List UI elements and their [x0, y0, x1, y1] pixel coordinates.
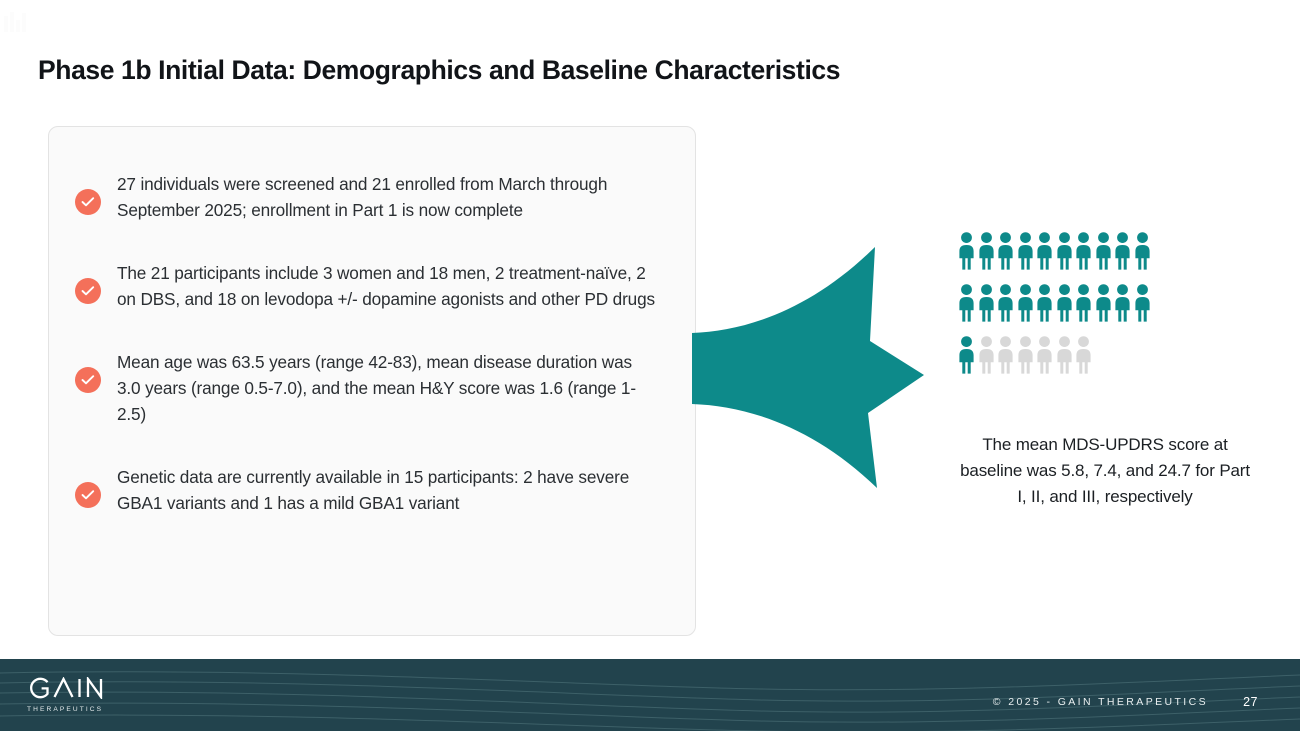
pictogram-figure-empty	[997, 336, 1014, 379]
list-item-text: The 21 participants include 3 women and …	[117, 263, 655, 309]
list-item: The 21 participants include 3 women and …	[75, 260, 663, 312]
pictogram-figure-filled	[1017, 232, 1034, 275]
logo-tagline: THERAPEUTICS	[27, 706, 104, 713]
pictogram-figure-filled	[978, 232, 995, 275]
pictogram-figure-filled	[1114, 284, 1131, 327]
footer-copyright: © 2025 - GAIN THERAPEUTICS	[992, 696, 1208, 708]
list-item: Mean age was 63.5 years (range 42-83), m…	[75, 349, 663, 427]
pictogram-figure-empty	[1036, 336, 1053, 379]
pictogram-figure-filled	[1017, 284, 1034, 327]
pictogram-figure-filled	[1036, 232, 1053, 275]
list-item: 27 individuals were screened and 21 enro…	[75, 171, 663, 223]
page-title: Phase 1b Initial Data: Demographics and …	[38, 55, 841, 85]
pictogram-figure-filled	[1056, 232, 1073, 275]
pictogram-figure-filled	[1134, 284, 1151, 327]
pictogram-figure-filled	[1095, 284, 1112, 327]
pictogram-figure-empty	[1056, 336, 1073, 379]
pictogram-figure-filled	[978, 284, 995, 327]
pictogram-figure-filled	[958, 284, 975, 327]
check-circle-icon	[75, 278, 101, 304]
pictogram-figure-empty	[1017, 336, 1034, 379]
pictogram-figure-filled	[997, 232, 1014, 275]
pictogram-figure-filled	[1095, 232, 1112, 275]
pictogram-figure-filled	[1134, 232, 1151, 275]
footer-bar	[0, 659, 1300, 731]
corner-watermark	[4, 8, 40, 32]
pictogram-row	[958, 336, 1158, 379]
pictogram-figure-empty	[1075, 336, 1092, 379]
check-circle-icon	[75, 367, 101, 393]
bullet-card: 27 individuals were screened and 21 enro…	[48, 126, 696, 636]
right-arrow-shape	[692, 245, 924, 490]
pictogram-figure-filled	[1056, 284, 1073, 327]
list-item-text: Mean age was 63.5 years (range 42-83), m…	[117, 352, 636, 424]
footer-wave-decoration	[0, 671, 1300, 731]
pictogram-caption: The mean MDS-UPDRS score at baseline was…	[960, 435, 1250, 506]
pictogram-figure-filled	[958, 232, 975, 275]
pictogram-figure-filled	[997, 284, 1014, 327]
pictogram-figure-filled	[1075, 284, 1092, 327]
check-circle-icon	[75, 482, 101, 508]
pictogram-figure-filled	[958, 336, 975, 379]
pictogram-figure-filled	[1036, 284, 1053, 327]
gain-therapeutics-logo: THERAPEUTICS	[27, 675, 119, 714]
pictogram-figure-empty	[978, 336, 995, 379]
pictogram-row	[958, 232, 1158, 275]
list-item-text: 27 individuals were screened and 21 enro…	[117, 174, 608, 220]
list-item-text: Genetic data are currently available in …	[117, 467, 630, 513]
pictogram-row	[958, 284, 1158, 327]
pictogram-chart	[958, 232, 1158, 379]
logo-wordmark	[27, 675, 119, 703]
check-circle-icon	[75, 189, 101, 215]
list-item: Genetic data are currently available in …	[75, 464, 663, 516]
pictogram-figure-filled	[1075, 232, 1092, 275]
page-number: 27	[1243, 695, 1258, 709]
pictogram-figure-filled	[1114, 232, 1131, 275]
